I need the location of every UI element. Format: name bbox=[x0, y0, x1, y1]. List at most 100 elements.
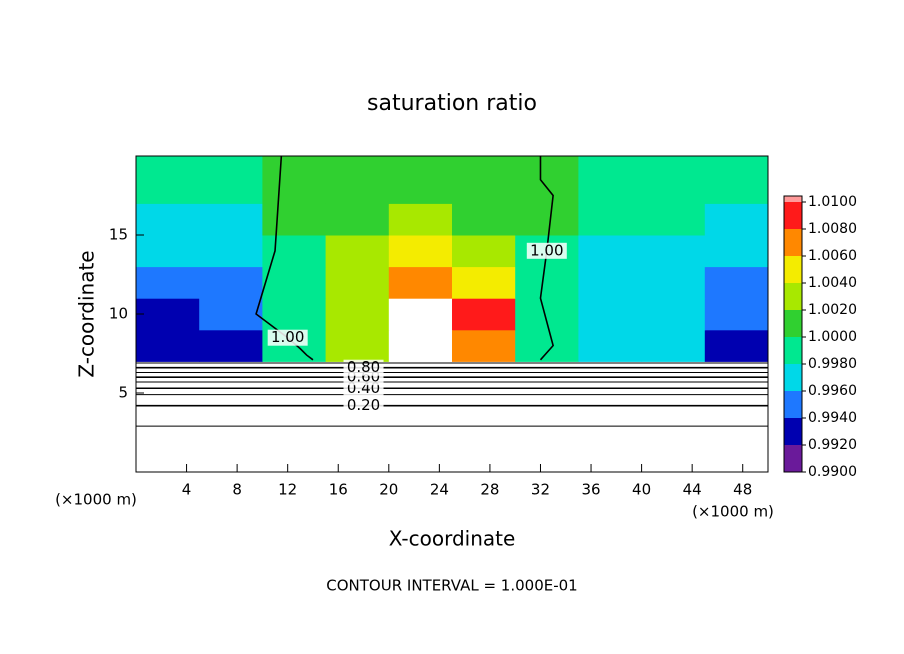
colorbar-tick-label: 1.0000 bbox=[808, 329, 857, 345]
field-cell bbox=[325, 266, 390, 299]
contour-label: 0.80 bbox=[347, 358, 380, 376]
field-cell bbox=[199, 235, 263, 268]
contour-label: 0.20 bbox=[347, 396, 380, 414]
field-cell bbox=[452, 266, 516, 299]
colorbar-tick-label: 1.0040 bbox=[808, 275, 857, 291]
x-tick-label: 32 bbox=[531, 481, 550, 499]
x-tick-label: 28 bbox=[480, 481, 499, 499]
field-cell bbox=[704, 266, 769, 299]
field-cell bbox=[578, 298, 643, 331]
field-cell bbox=[578, 203, 643, 236]
field-cell bbox=[704, 298, 769, 331]
field-cell bbox=[388, 235, 453, 268]
colorbar-tick-label: 1.0080 bbox=[808, 221, 857, 237]
field-cell bbox=[199, 203, 263, 236]
field-cell bbox=[136, 156, 200, 204]
colorbar-band bbox=[784, 229, 802, 256]
field-cell bbox=[452, 298, 516, 331]
field-cell bbox=[704, 203, 769, 236]
contour-label-bg bbox=[343, 397, 384, 414]
colorbar-tick-label: 0.9940 bbox=[808, 410, 857, 426]
field-cell bbox=[136, 235, 200, 268]
y-tick-label: 10 bbox=[109, 305, 128, 323]
field-cell bbox=[199, 156, 263, 204]
field-cell bbox=[452, 235, 516, 268]
field-cell bbox=[262, 156, 327, 204]
x-tick-label: 20 bbox=[379, 481, 398, 499]
footer: CONTOUR INTERVAL = 1.000E-01 bbox=[326, 577, 577, 595]
colorbar-band bbox=[784, 418, 802, 445]
field-cell bbox=[136, 266, 200, 299]
field-cell bbox=[136, 329, 200, 362]
colorbar-band bbox=[784, 202, 802, 229]
x-tick-label: 8 bbox=[232, 481, 242, 499]
field-cell bbox=[199, 329, 263, 362]
colorbar-frame bbox=[783, 195, 803, 473]
chart-title: saturation ratio bbox=[367, 91, 537, 116]
contour-label: 1.00 bbox=[530, 241, 563, 259]
field-cell bbox=[641, 156, 706, 204]
field-cell bbox=[325, 203, 390, 236]
field-cell bbox=[641, 298, 706, 331]
colorbar-band bbox=[784, 364, 802, 391]
field-cell bbox=[578, 266, 643, 299]
contour-label-bg bbox=[343, 359, 384, 376]
x-unit-right: (×1000 m) bbox=[692, 503, 774, 521]
field-cell bbox=[262, 235, 327, 268]
colorbar-band bbox=[784, 445, 802, 472]
y-tick-label: 15 bbox=[109, 226, 128, 244]
colorbar-tick-label: 0.9920 bbox=[808, 437, 857, 453]
field-cell bbox=[515, 329, 579, 362]
x-tick-label: 40 bbox=[632, 481, 651, 499]
colorbar-top bbox=[784, 196, 802, 202]
contour-label: 1.00 bbox=[271, 328, 304, 346]
colorbar-band bbox=[784, 283, 802, 310]
colorbar-tick-label: 1.0100 bbox=[808, 194, 857, 210]
field-cell bbox=[452, 203, 516, 236]
colorbar-tick-label: 1.0020 bbox=[808, 302, 857, 318]
field-cell bbox=[515, 156, 579, 204]
contour-label-bg bbox=[526, 242, 567, 259]
colorbar-tick-label: 1.0060 bbox=[808, 248, 857, 264]
field-cell bbox=[641, 235, 706, 268]
x-tick-label: 24 bbox=[430, 481, 449, 499]
field-cell bbox=[452, 156, 516, 204]
x-tick-label: 4 bbox=[182, 481, 192, 499]
x-axis-label: X-coordinate bbox=[389, 527, 516, 551]
field-cell bbox=[199, 298, 263, 331]
field-cell bbox=[325, 235, 390, 268]
field-cell bbox=[388, 203, 453, 236]
field-cell bbox=[578, 329, 643, 362]
field-cell bbox=[325, 156, 390, 204]
field-cell bbox=[262, 298, 327, 331]
x-tick-label: 48 bbox=[733, 481, 752, 499]
field-cell bbox=[578, 235, 643, 268]
colorbar-tick-label: 0.9960 bbox=[808, 383, 857, 399]
field-cell bbox=[262, 266, 327, 299]
x-tick-label: 44 bbox=[683, 481, 702, 499]
field-cell bbox=[704, 235, 769, 268]
field-cell bbox=[388, 156, 453, 204]
y-tick-label: 5 bbox=[118, 384, 128, 402]
field-cell bbox=[325, 298, 390, 331]
field-cell bbox=[136, 298, 200, 331]
field-cell bbox=[262, 203, 327, 236]
field-cell bbox=[388, 329, 453, 362]
field-cell bbox=[199, 266, 263, 299]
field-cell bbox=[515, 266, 579, 299]
x-tick-label: 12 bbox=[278, 481, 297, 499]
x-tick-label: 16 bbox=[329, 481, 348, 499]
field-cell bbox=[136, 203, 200, 236]
field-cell bbox=[578, 156, 643, 204]
field-cell bbox=[641, 329, 706, 362]
colorbar-tick-label: 0.9900 bbox=[808, 464, 857, 480]
field-cell bbox=[704, 156, 769, 204]
colorbar-band bbox=[784, 337, 802, 364]
field-cell bbox=[641, 266, 706, 299]
x-unit-left: (×1000 m) bbox=[55, 491, 137, 509]
field-cell bbox=[641, 203, 706, 236]
field-cell bbox=[704, 329, 769, 362]
field-cell bbox=[388, 266, 453, 299]
colorbar-band bbox=[784, 256, 802, 283]
